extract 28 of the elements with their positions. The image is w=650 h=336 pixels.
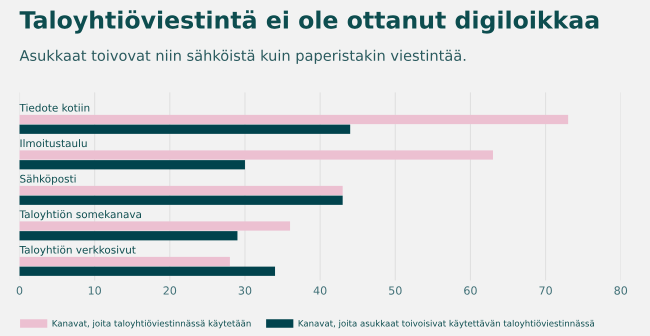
legend-label: Kanavat, joita taloyhtiöviestinnässä käytetään <box>52 320 251 328</box>
y-tick-label: Taloyhtiön verkkosivut <box>19 246 136 256</box>
bar <box>20 150 493 160</box>
x-tick-label: 0 <box>16 286 22 295</box>
bar <box>20 186 343 196</box>
x-tick-label: 30 <box>238 286 252 295</box>
bar <box>20 160 245 170</box>
x-tick-label: 40 <box>314 286 326 295</box>
bar <box>20 221 290 231</box>
bar <box>20 114 568 124</box>
legend-label: Kanavat, joita asukkaat toivoisivat käytettävän taloyhtiöviestinnässä <box>298 320 594 328</box>
y-tick-label: Ilmoitustaulu <box>20 139 87 148</box>
bar <box>20 124 350 134</box>
y-tick-label: Tiedote kotiin <box>19 104 90 112</box>
y-tick-label: Taloyhtiön somekanava <box>19 210 142 220</box>
x-tick-label: 20 <box>164 286 176 295</box>
x-tick-label: 50 <box>389 286 402 295</box>
bar <box>20 266 276 276</box>
x-tick-label: 70 <box>539 286 552 295</box>
chart-subtitle: Asukkaat toivovat niin sähköistä kuin paperistakin viestintää. <box>20 50 466 64</box>
bar <box>20 256 230 266</box>
bar <box>20 231 238 240</box>
x-tick-label: 80 <box>614 286 628 295</box>
chart-title: Taloyhtiöviestintä ei ole ottanut digiloikkaa <box>20 10 598 34</box>
x-tick-label: 10 <box>88 286 101 295</box>
y-tick-label: Sähköposti <box>20 174 76 185</box>
bar <box>20 196 343 205</box>
x-tick-label: 60 <box>464 286 477 295</box>
